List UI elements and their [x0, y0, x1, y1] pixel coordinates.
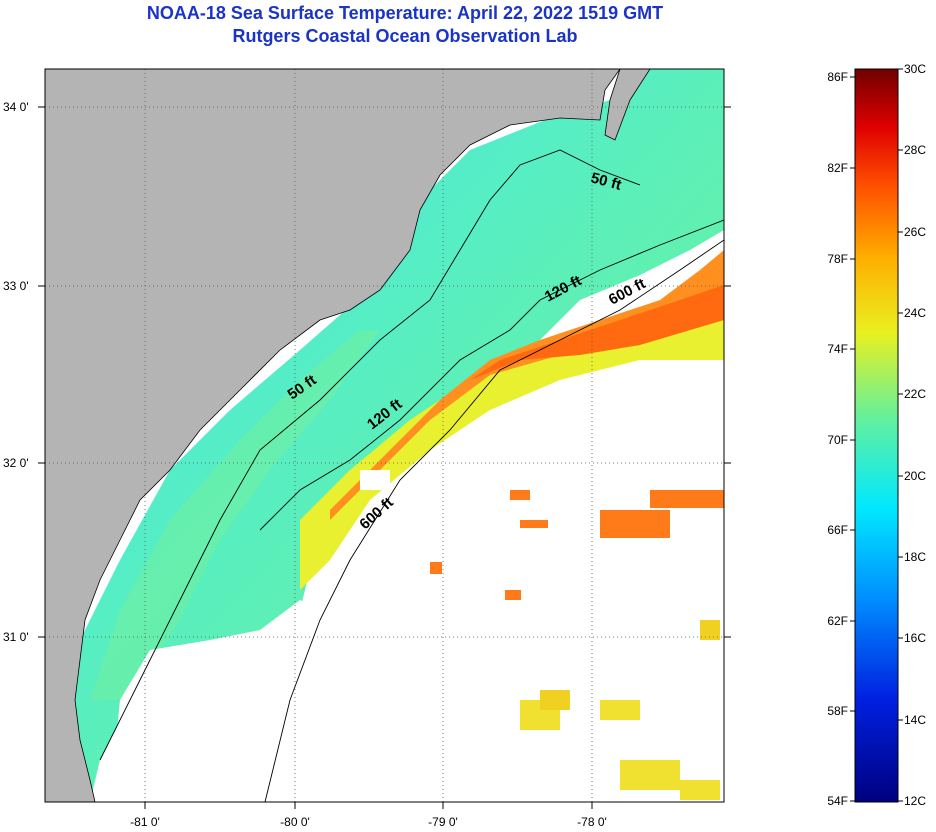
isobath-600ft — [264, 239, 724, 802]
land-cape — [604, 69, 651, 141]
lat-label: 34 0' — [3, 100, 29, 114]
lat-label: 33 0' — [3, 279, 29, 293]
lon-label: -79 0' — [428, 815, 458, 829]
colorbar-scale — [854, 68, 899, 803]
colorbar-c-label: 20C — [904, 469, 926, 483]
colorbar-f-label: 86F — [827, 70, 848, 84]
map-area: 50 ft 50 ft 120 ft 120 ft 600 ft 600 ft — [45, 69, 724, 802]
lon-label: -80 0' — [280, 815, 310, 829]
colorbar-f-label: 58F — [827, 704, 848, 718]
isobaths — [99, 149, 724, 802]
shelf-water — [45, 69, 724, 802]
lon-label: -81 0' — [130, 815, 160, 829]
lon-label: -78 0' — [577, 815, 607, 829]
colorbar-f-label: 66F — [827, 523, 848, 537]
colorbar-c-label: 26C — [904, 225, 926, 239]
colorbar-f-label: 82F — [827, 161, 848, 175]
offshore-patches — [360, 300, 724, 800]
colorbar-c-label: 22C — [904, 387, 926, 401]
gulf-stream-orange — [330, 250, 724, 520]
colorbar-c-label: 12C — [904, 794, 926, 808]
isobath-50ft — [99, 149, 641, 761]
colorbar-f-label: 62F — [827, 614, 848, 628]
title-line-1: NOAA-18 Sea Surface Temperature: April 2… — [146, 3, 664, 23]
colorbar-f-label: 74F — [827, 342, 848, 356]
colorbar-c-label: 16C — [904, 631, 926, 645]
gulf-stream-core — [470, 285, 724, 380]
colorbar-c-label: 28C — [904, 143, 926, 157]
colorbar-c-label: 24C — [904, 306, 926, 320]
colorbar-c-label: 18C — [904, 550, 926, 564]
title-line-2: Rutgers Coastal Ocean Observation Lab — [232, 26, 578, 46]
isobath-120ft — [259, 219, 724, 531]
lat-label: 31 0' — [3, 630, 29, 644]
axis-ticks — [38, 106, 731, 809]
lon-labels: -81 0' -80 0' -79 0' -78 0' — [130, 815, 607, 829]
land-area — [45, 69, 621, 802]
colorbar-c-label: 30C — [904, 62, 926, 76]
lat-labels: 34 0' 33 0' 32 0' 31 0' — [3, 100, 29, 644]
colorbar-f-label: 70F — [827, 433, 848, 447]
colorbar: 86F 82F 78F 74F 70F 66F 62F 58F 54F 30C … — [827, 62, 926, 808]
cloud-area-south — [110, 600, 320, 802]
lat-label: 32 0' — [3, 456, 29, 470]
colorbar-c-label: 14C — [904, 713, 926, 727]
map-frame — [44, 68, 725, 803]
colorbar-f-label: 78F — [827, 252, 848, 266]
colorbar-f-label: 54F — [827, 794, 848, 808]
nearshore-water — [90, 330, 380, 700]
